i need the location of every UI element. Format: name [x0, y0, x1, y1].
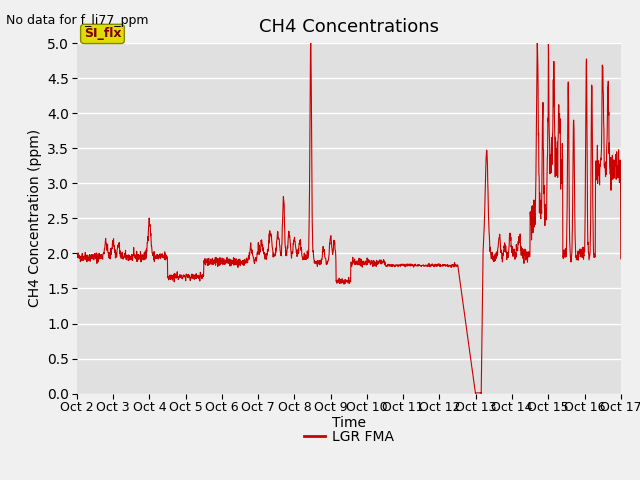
Title: CH4 Concentrations: CH4 Concentrations [259, 18, 439, 36]
X-axis label: Time: Time [332, 416, 366, 430]
Y-axis label: CH4 Concentration (ppm): CH4 Concentration (ppm) [28, 129, 42, 308]
Text: SI_flx: SI_flx [84, 27, 121, 40]
Legend: LGR FMA: LGR FMA [298, 425, 399, 450]
Text: No data for f_li77_ppm: No data for f_li77_ppm [6, 14, 149, 27]
